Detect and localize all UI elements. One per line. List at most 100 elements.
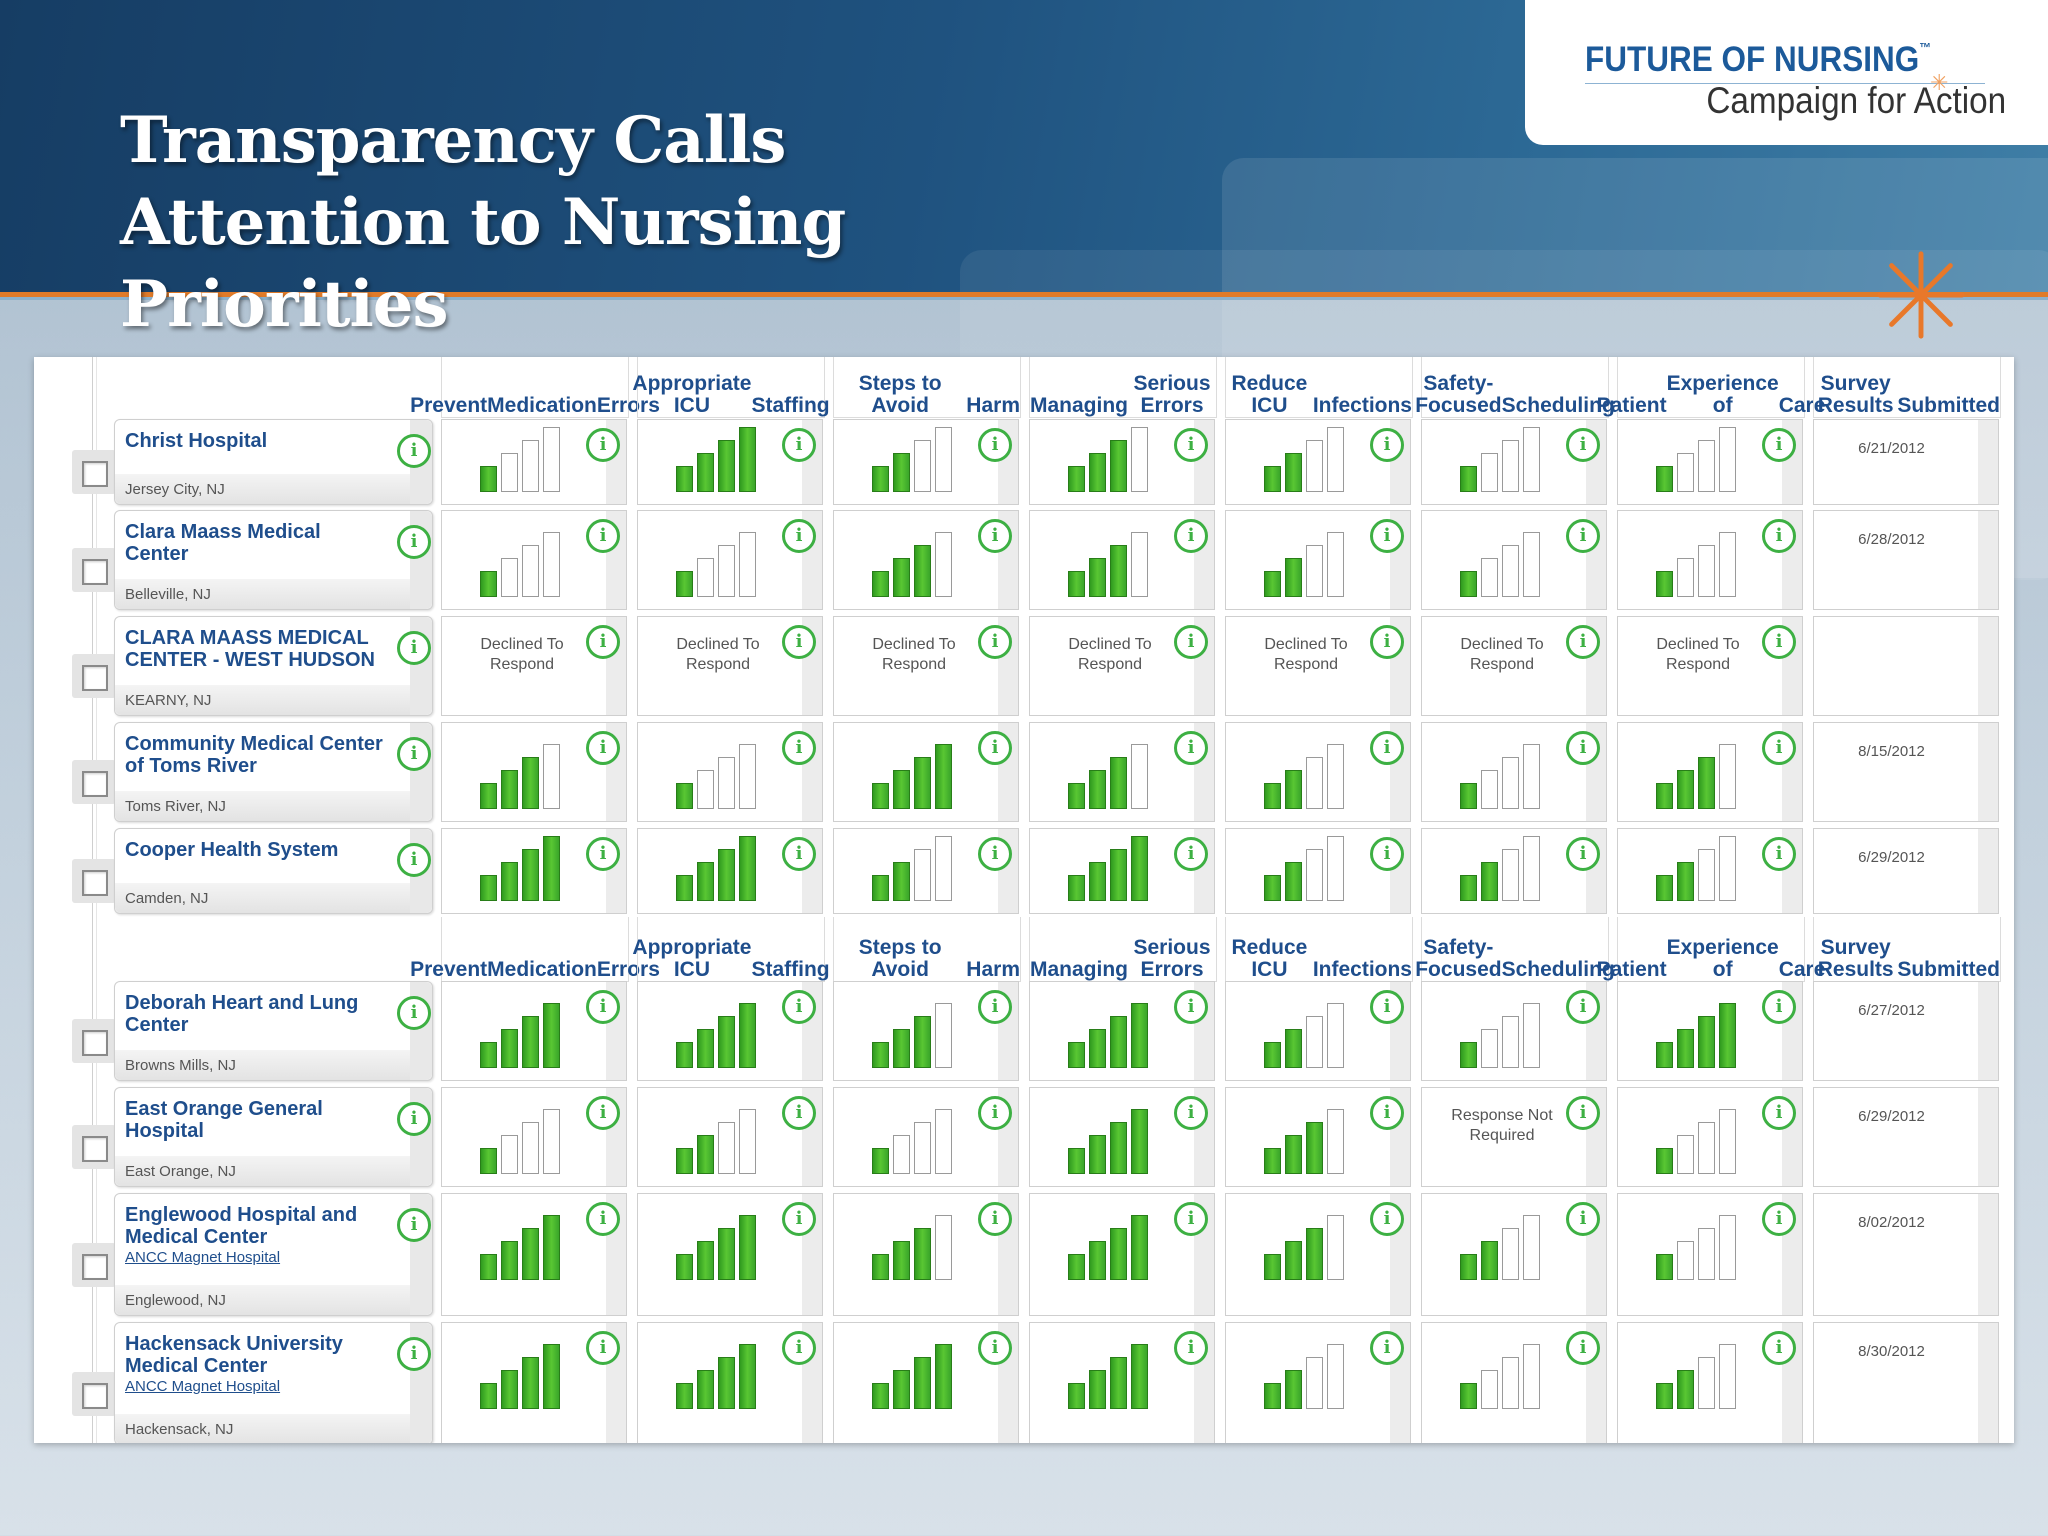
select-checkbox[interactable] xyxy=(82,1136,108,1162)
info-icon[interactable]: i xyxy=(586,990,620,1024)
info-icon[interactable]: i xyxy=(1174,1331,1208,1365)
info-icon[interactable]: i xyxy=(1762,519,1796,553)
info-icon[interactable]: i xyxy=(978,1202,1012,1236)
info-icon[interactable]: i xyxy=(1566,1202,1600,1236)
info-icon[interactable]: i xyxy=(1566,625,1600,659)
info-icon[interactable]: i xyxy=(782,625,816,659)
info-icon[interactable]: i xyxy=(1370,837,1404,871)
hospital-name[interactable]: CLARA MAASS MEDICAL CENTER - WEST HUDSON xyxy=(125,627,375,671)
info-icon[interactable]: i xyxy=(1762,990,1796,1024)
info-icon[interactable]: i xyxy=(1174,837,1208,871)
info-icon[interactable]: i xyxy=(1370,731,1404,765)
info-icon[interactable]: i xyxy=(1370,1096,1404,1130)
info-icon[interactable]: i xyxy=(1762,428,1796,462)
info-icon[interactable]: i xyxy=(397,843,431,877)
info-icon[interactable]: i xyxy=(978,731,1012,765)
info-icon[interactable]: i xyxy=(1566,1096,1600,1130)
select-checkbox[interactable] xyxy=(82,870,108,896)
select-checkbox[interactable] xyxy=(82,1030,108,1056)
info-icon[interactable]: i xyxy=(1174,731,1208,765)
info-icon[interactable]: i xyxy=(1370,519,1404,553)
info-icon[interactable]: i xyxy=(1174,1202,1208,1236)
hospital-name[interactable]: Clara Maass Medical Center xyxy=(125,521,321,565)
hospital-card[interactable]: Hackensack University Medical Center ANCC… xyxy=(114,1322,433,1443)
info-icon[interactable]: i xyxy=(1566,837,1600,871)
info-icon[interactable]: i xyxy=(586,519,620,553)
hospital-card[interactable]: Christ Hospital Jersey City, NJ i xyxy=(114,419,433,505)
info-icon[interactable]: i xyxy=(586,837,620,871)
info-icon[interactable]: i xyxy=(397,1102,431,1136)
info-icon[interactable]: i xyxy=(782,428,816,462)
info-icon[interactable]: i xyxy=(1566,990,1600,1024)
info-icon[interactable]: i xyxy=(586,428,620,462)
hospital-card[interactable]: East Orange General Hospital East Orange,… xyxy=(114,1087,433,1187)
hospital-card[interactable]: Deborah Heart and Lung Center Browns Mill… xyxy=(114,981,433,1081)
magnet-link[interactable]: ANCC Magnet Hospital xyxy=(125,1378,281,1395)
info-icon[interactable]: i xyxy=(1566,519,1600,553)
hospital-card[interactable]: Englewood Hospital and Medical Center ANC… xyxy=(114,1193,433,1316)
hospital-name[interactable]: Hackensack University Medical Center xyxy=(125,1333,343,1377)
select-checkbox[interactable] xyxy=(82,461,108,487)
info-icon[interactable]: i xyxy=(1370,1202,1404,1236)
info-icon[interactable]: i xyxy=(586,1331,620,1365)
info-icon[interactable]: i xyxy=(1762,1096,1796,1130)
hospital-name[interactable]: East Orange General Hospital xyxy=(125,1098,323,1142)
info-icon[interactable]: i xyxy=(782,1202,816,1236)
info-icon[interactable]: i xyxy=(1370,1331,1404,1365)
info-icon[interactable]: i xyxy=(397,525,431,559)
info-icon[interactable]: i xyxy=(397,631,431,665)
hospital-card[interactable]: Clara Maass Medical Center Belleville, NJ… xyxy=(114,510,433,610)
magnet-link[interactable]: ANCC Magnet Hospital xyxy=(125,1249,281,1266)
select-checkbox[interactable] xyxy=(82,771,108,797)
info-icon[interactable]: i xyxy=(978,1331,1012,1365)
hospital-name[interactable]: Deborah Heart and Lung Center xyxy=(125,992,359,1036)
hospital-name[interactable]: Englewood Hospital and Medical Center xyxy=(125,1204,358,1248)
select-checkbox[interactable] xyxy=(82,559,108,585)
info-icon[interactable]: i xyxy=(782,990,816,1024)
info-icon[interactable]: i xyxy=(1174,990,1208,1024)
hospital-card[interactable]: CLARA MAASS MEDICAL CENTER - WEST HUDSON… xyxy=(114,616,433,716)
info-icon[interactable]: i xyxy=(1762,731,1796,765)
info-icon[interactable]: i xyxy=(782,1331,816,1365)
info-icon[interactable]: i xyxy=(782,1096,816,1130)
info-icon[interactable]: i xyxy=(1566,428,1600,462)
info-icon[interactable]: i xyxy=(1762,837,1796,871)
info-icon[interactable]: i xyxy=(397,996,431,1030)
hospital-name[interactable]: Cooper Health System xyxy=(125,839,339,861)
select-checkbox[interactable] xyxy=(82,1382,108,1409)
info-icon[interactable]: i xyxy=(1174,625,1208,659)
info-icon[interactable]: i xyxy=(1370,428,1404,462)
info-icon[interactable]: i xyxy=(978,625,1012,659)
info-icon[interactable]: i xyxy=(1762,625,1796,659)
info-icon[interactable]: i xyxy=(586,731,620,765)
info-icon[interactable]: i xyxy=(397,1337,431,1371)
info-icon[interactable]: i xyxy=(1566,1331,1600,1365)
info-icon[interactable]: i xyxy=(397,737,431,771)
select-checkbox[interactable] xyxy=(82,665,108,691)
info-icon[interactable]: i xyxy=(978,519,1012,553)
info-icon[interactable]: i xyxy=(1174,519,1208,553)
info-icon[interactable]: i xyxy=(782,519,816,553)
info-icon[interactable]: i xyxy=(1762,1202,1796,1236)
info-icon[interactable]: i xyxy=(397,1208,431,1242)
info-icon[interactable]: i xyxy=(1762,1331,1796,1365)
info-icon[interactable]: i xyxy=(782,731,816,765)
info-icon[interactable]: i xyxy=(1566,731,1600,765)
info-icon[interactable]: i xyxy=(397,434,431,468)
hospital-name[interactable]: Christ Hospital xyxy=(125,430,268,452)
info-icon[interactable]: i xyxy=(586,1096,620,1130)
select-checkbox[interactable] xyxy=(82,1253,108,1280)
info-icon[interactable]: i xyxy=(1174,1096,1208,1130)
info-icon[interactable]: i xyxy=(782,837,816,871)
hospital-card[interactable]: Community Medical Center of Toms River To… xyxy=(114,722,433,822)
info-icon[interactable]: i xyxy=(978,1096,1012,1130)
info-icon[interactable]: i xyxy=(978,428,1012,462)
info-icon[interactable]: i xyxy=(586,1202,620,1236)
info-icon[interactable]: i xyxy=(978,990,1012,1024)
hospital-card[interactable]: Cooper Health System Camden, NJ i xyxy=(114,828,433,914)
info-icon[interactable]: i xyxy=(586,625,620,659)
info-icon[interactable]: i xyxy=(1174,428,1208,462)
info-icon[interactable]: i xyxy=(1370,990,1404,1024)
info-icon[interactable]: i xyxy=(1370,625,1404,659)
hospital-name[interactable]: Community Medical Center of Toms River xyxy=(125,733,383,777)
